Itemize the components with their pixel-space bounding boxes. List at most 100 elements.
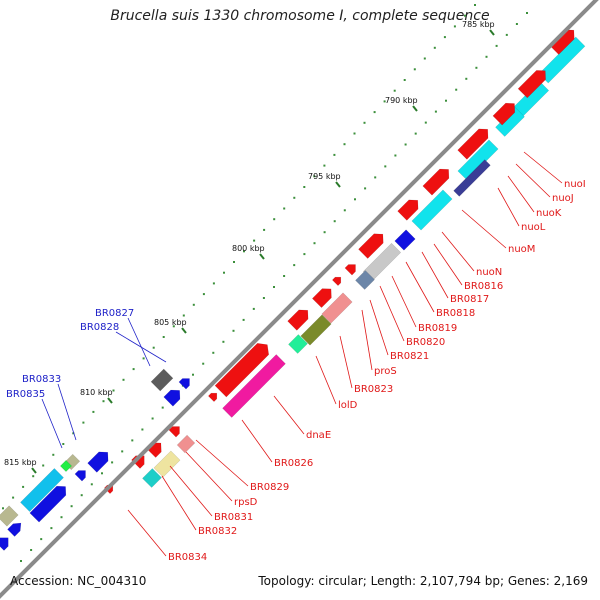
gene-box bbox=[176, 434, 196, 454]
scale-dot-inner bbox=[172, 325, 175, 328]
label-leader-line bbox=[185, 451, 233, 502]
scale-dot-inner bbox=[212, 282, 215, 285]
scale-dot-outer bbox=[202, 362, 205, 365]
gene-box bbox=[358, 233, 384, 259]
scale-dot-inner bbox=[313, 175, 316, 178]
gene-label-plus: BR0828 bbox=[80, 322, 119, 333]
scale-dot-outer bbox=[252, 307, 255, 310]
scale-dot-outer bbox=[424, 121, 427, 124]
gene-label-minus: BR0821 bbox=[390, 351, 429, 362]
scale-dot-outer bbox=[303, 253, 306, 256]
gene-box bbox=[20, 468, 64, 512]
gene-label-minus: BR0820 bbox=[406, 337, 445, 348]
label-leader-line bbox=[361, 309, 373, 371]
gene-label-minus: BR0834 bbox=[168, 552, 207, 563]
scale-dot-inner bbox=[102, 400, 105, 403]
gene-label-minus: nuoJ bbox=[552, 193, 574, 204]
scale-dot-inner bbox=[363, 121, 366, 124]
scale-dot-outer bbox=[141, 428, 144, 431]
gene-label-minus: BR0832 bbox=[198, 526, 237, 537]
gene-box bbox=[457, 128, 489, 160]
scale-dot-outer bbox=[364, 187, 367, 190]
scale-dot-outer bbox=[101, 472, 103, 475]
scale-dot-outer bbox=[131, 439, 134, 442]
scale-dot-outer bbox=[80, 494, 83, 497]
gene-box bbox=[29, 485, 67, 523]
label-leader-line bbox=[461, 209, 507, 249]
label-leader-line bbox=[339, 335, 353, 389]
scale-dot-inner bbox=[162, 336, 165, 338]
gene-box bbox=[59, 459, 73, 473]
scale-dot-inner bbox=[142, 357, 145, 360]
scale-dot-inner bbox=[464, 14, 466, 17]
label-leader-line bbox=[241, 419, 273, 463]
scale-dot-inner bbox=[333, 153, 336, 156]
scale-dot-inner bbox=[253, 239, 256, 242]
gene-features bbox=[0, 29, 586, 551]
scale-dot-inner bbox=[323, 164, 326, 167]
gene-box bbox=[142, 468, 162, 488]
scale-dot-outer bbox=[323, 231, 326, 234]
scale-dot-outer bbox=[404, 143, 407, 146]
scale-tick-mark bbox=[181, 327, 187, 334]
scale-dot-inner bbox=[32, 475, 35, 478]
gene-box bbox=[288, 334, 308, 354]
scale-tick-mark bbox=[31, 467, 37, 474]
gene-box bbox=[287, 309, 309, 331]
gene-label-minus: lolD bbox=[338, 400, 358, 411]
scale-dot-inner bbox=[343, 143, 346, 146]
gene-box bbox=[7, 522, 22, 537]
gene-label-minus: BR0831 bbox=[214, 512, 253, 523]
gene-label-minus: dnaE bbox=[306, 430, 331, 441]
gene-box bbox=[222, 354, 286, 418]
scale-tick-label: 795 kbp bbox=[308, 172, 341, 181]
label-leader-line bbox=[115, 331, 167, 363]
gene-label-plus: BR0827 bbox=[95, 308, 134, 319]
scale-dot-outer bbox=[343, 209, 346, 212]
label-leader-line bbox=[127, 317, 151, 367]
scale-dot-outer bbox=[374, 176, 377, 179]
scale-dot-inner bbox=[152, 346, 155, 349]
scale-tick-label: 785 kbp bbox=[462, 20, 495, 29]
gene-box bbox=[422, 168, 450, 196]
scale-dot-outer bbox=[222, 340, 225, 343]
scale-dot-outer bbox=[212, 351, 215, 354]
scale-dot-outer bbox=[151, 417, 154, 420]
gene-label-minus: proS bbox=[374, 366, 397, 377]
scale-dot-outer bbox=[475, 66, 478, 69]
scale-tick-mark bbox=[335, 181, 341, 188]
scale-dot-inner bbox=[112, 389, 115, 392]
scale-dot-outer bbox=[526, 12, 528, 14]
scale-dot-outer bbox=[293, 264, 296, 267]
scale-tick-mark bbox=[259, 253, 265, 260]
gene-label-minus: BR0829 bbox=[250, 482, 289, 493]
scale-dot-inner bbox=[12, 496, 15, 499]
label-leader-line bbox=[57, 383, 77, 441]
scale-dot-inner bbox=[443, 36, 446, 39]
gene-label-plus: BR0835 bbox=[6, 389, 45, 400]
scale-dot-inner bbox=[283, 207, 286, 210]
label-leader-line bbox=[369, 299, 389, 356]
gene-box bbox=[214, 342, 270, 398]
scale-dot-inner bbox=[423, 57, 426, 60]
scale-dot-outer bbox=[515, 23, 518, 25]
scale-dot-inner bbox=[273, 218, 276, 221]
gene-labels: nuoI nuoJ nuoK nuoL nuoM nuoN BR0816 BR0817 BR08… bbox=[6, 179, 586, 563]
gene-box bbox=[453, 159, 491, 197]
gene-box bbox=[394, 229, 416, 251]
scale-dot-inner bbox=[42, 464, 45, 467]
scale-dot-inner bbox=[243, 250, 245, 253]
scale-dots bbox=[2, 4, 528, 562]
gene-label-minus: rpsD bbox=[234, 497, 258, 508]
gene-box bbox=[355, 270, 375, 290]
scale-dot-outer bbox=[90, 483, 93, 486]
gene-box bbox=[150, 368, 174, 392]
label-leader-line bbox=[497, 187, 520, 227]
gene-box bbox=[0, 537, 9, 551]
label-leader-line bbox=[433, 243, 463, 286]
gene-box bbox=[207, 392, 218, 403]
scale-tick-label: 815 kbp bbox=[4, 458, 37, 467]
summary-text: Topology: circular; Length: 2,107,794 bp… bbox=[258, 574, 588, 588]
